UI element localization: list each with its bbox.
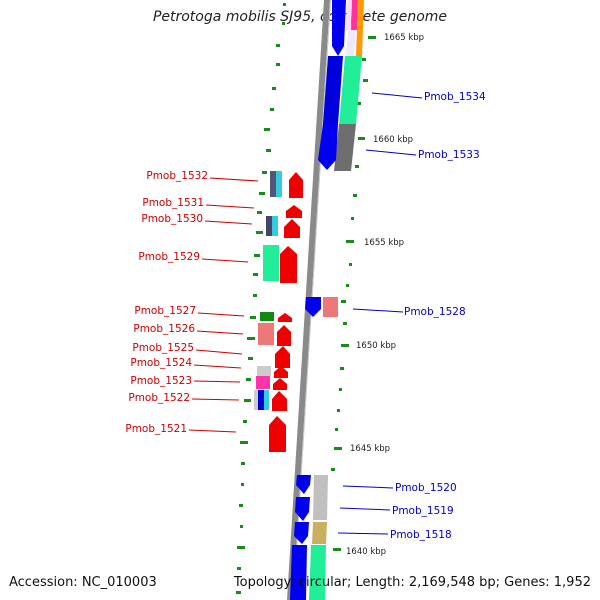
gene-label-pmob-1533: Pmob_1533	[418, 149, 480, 161]
gene-label-pmob-1532: Pmob_1532	[146, 170, 208, 182]
gene-label-pmob-1520: Pmob_1520	[395, 482, 457, 494]
scale-tick-1660: 1660 kbp	[373, 135, 413, 145]
gene-label-pmob-1534: Pmob_1534	[424, 91, 486, 103]
gene-label-pmob-1527: Pmob_1527	[134, 305, 196, 317]
gene-label-pmob-1524: Pmob_1524	[130, 357, 192, 369]
gc-dashes-left	[236, 3, 286, 594]
gene-label-pmob-1525: Pmob_1525	[132, 342, 194, 354]
gene-label-pmob-1531: Pmob_1531	[142, 197, 204, 209]
accession-text: Accession: NC_010003	[9, 575, 157, 590]
scale-tick-1650: 1650 kbp	[356, 341, 396, 351]
left-gene-labels: Pmob_1532 Pmob_1531 Pmob_1530 Pmob_1529 …	[125, 170, 259, 435]
gene-label-pmob-1521: Pmob_1521	[125, 423, 187, 435]
scale-tick-1665: 1665 kbp	[384, 33, 424, 43]
gc-dashes-right	[331, 36, 376, 551]
gene-label-pmob-1519: Pmob_1519	[392, 505, 454, 517]
gene-label-pmob-1522: Pmob_1522	[128, 392, 190, 404]
gene-blocks-upper-right	[318, 0, 364, 171]
gene-blocks-left	[254, 171, 303, 452]
map-title: Petrotoga mobilis SJ95, complete genome	[152, 9, 448, 25]
gene-label-pmob-1528: Pmob_1528	[404, 306, 466, 318]
scale-ticks: 1665 kbp 1660 kbp 1655 kbp 1650 kbp 1645…	[346, 33, 424, 557]
scale-tick-1655: 1655 kbp	[364, 238, 404, 248]
gene-blocks-middle-right	[305, 297, 338, 317]
gene-label-pmob-1523: Pmob_1523	[130, 375, 192, 387]
right-gene-labels: Pmob_1534 Pmob_1533 Pmob_1528 Pmob_1520 …	[337, 91, 486, 541]
topology-text: Topology: circular; Length: 2,169,548 bp…	[233, 575, 591, 590]
gene-blocks-lower-right	[290, 475, 328, 600]
gene-label-pmob-1526: Pmob_1526	[133, 323, 195, 335]
gene-label-pmob-1530: Pmob_1530	[141, 213, 203, 225]
gene-label-pmob-1529: Pmob_1529	[138, 251, 200, 263]
scale-tick-1640: 1640 kbp	[346, 547, 386, 557]
gene-label-pmob-1518: Pmob_1518	[390, 529, 452, 541]
scale-tick-1645: 1645 kbp	[350, 444, 390, 454]
